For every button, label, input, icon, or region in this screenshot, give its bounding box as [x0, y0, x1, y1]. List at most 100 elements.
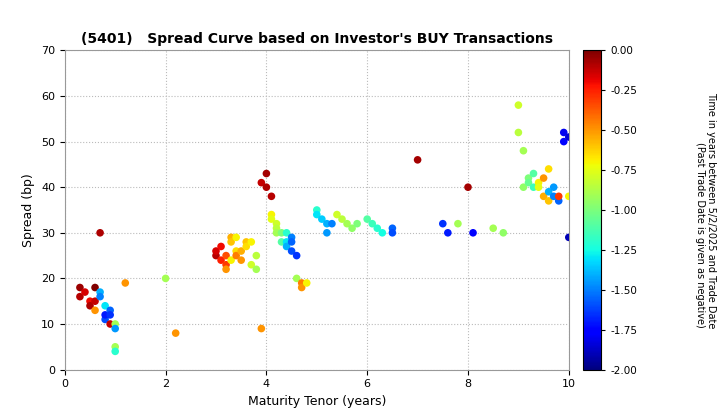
Point [543, 165, 554, 172]
Point [230, 248, 242, 255]
Point [109, 325, 121, 332]
Point [104, 307, 116, 314]
Point [387, 229, 398, 236]
Point [266, 216, 277, 223]
Point [538, 175, 549, 181]
Point [240, 239, 252, 245]
Point [316, 216, 328, 223]
Point [230, 234, 242, 241]
Point [220, 266, 232, 273]
Point [281, 239, 292, 245]
Point [533, 184, 544, 191]
Point [84, 302, 96, 309]
Point [553, 197, 564, 204]
Point [563, 234, 575, 241]
Point [235, 257, 247, 263]
Point [94, 289, 106, 295]
Point [251, 266, 262, 273]
Y-axis label: Spread (bp): Spread (bp) [22, 173, 35, 247]
Point [225, 239, 237, 245]
Point [301, 280, 312, 286]
Point [528, 184, 539, 191]
Point [366, 220, 378, 227]
Point [372, 225, 383, 231]
Point [548, 193, 559, 199]
Point [412, 157, 423, 163]
Point [104, 320, 116, 327]
Point [84, 298, 96, 304]
Point [553, 193, 564, 199]
Point [225, 257, 237, 263]
Point [336, 216, 348, 223]
Point [256, 325, 267, 332]
Point [99, 316, 111, 323]
Point [225, 234, 237, 241]
Text: Time in years between 5/2/2025 and Trade Date
(Past Trade Date is given as negat: Time in years between 5/2/2025 and Trade… [695, 92, 716, 328]
Point [543, 189, 554, 195]
Title: (5401)   Spread Curve based on Investor's BUY Transactions: (5401) Spread Curve based on Investor's … [81, 32, 553, 47]
Point [109, 348, 121, 355]
Point [548, 184, 559, 191]
Point [311, 211, 323, 218]
Point [256, 179, 267, 186]
Point [271, 229, 282, 236]
Point [286, 234, 297, 241]
Point [74, 293, 86, 300]
Point [286, 239, 297, 245]
Point [261, 170, 272, 177]
Point [104, 312, 116, 318]
Point [220, 252, 232, 259]
Point [311, 207, 323, 213]
Point [291, 275, 302, 282]
Point [326, 220, 338, 227]
Point [528, 170, 539, 177]
X-axis label: Maturity Tenor (years): Maturity Tenor (years) [248, 395, 386, 408]
Point [291, 252, 302, 259]
Point [286, 248, 297, 255]
Point [462, 184, 474, 191]
Point [361, 216, 373, 223]
Point [518, 184, 529, 191]
Point [271, 225, 282, 231]
Point [351, 220, 363, 227]
Point [160, 275, 171, 282]
Point [513, 129, 524, 136]
Point [387, 225, 398, 231]
Point [563, 134, 575, 140]
Point [538, 193, 549, 199]
Point [533, 179, 544, 186]
Point [215, 257, 227, 263]
Point [513, 102, 524, 108]
Point [230, 252, 242, 259]
Point [266, 211, 277, 218]
Point [79, 289, 91, 295]
Point [321, 229, 333, 236]
Point [276, 239, 287, 245]
Point [281, 229, 292, 236]
Point [377, 229, 388, 236]
Point [452, 220, 464, 227]
Point [94, 293, 106, 300]
Point [109, 320, 121, 327]
Point [558, 129, 570, 136]
Point [543, 197, 554, 204]
Point [498, 229, 509, 236]
Point [99, 312, 111, 318]
Point [99, 302, 111, 309]
Point [94, 229, 106, 236]
Point [89, 284, 101, 291]
Point [251, 252, 262, 259]
Point [240, 243, 252, 250]
Point [109, 344, 121, 350]
Point [437, 220, 449, 227]
Point [261, 184, 272, 191]
Point [220, 261, 232, 268]
Point [210, 252, 222, 259]
Point [266, 193, 277, 199]
Point [341, 220, 353, 227]
Point [210, 248, 222, 255]
Point [523, 175, 534, 181]
Point [523, 179, 534, 186]
Point [281, 243, 292, 250]
Point [331, 211, 343, 218]
